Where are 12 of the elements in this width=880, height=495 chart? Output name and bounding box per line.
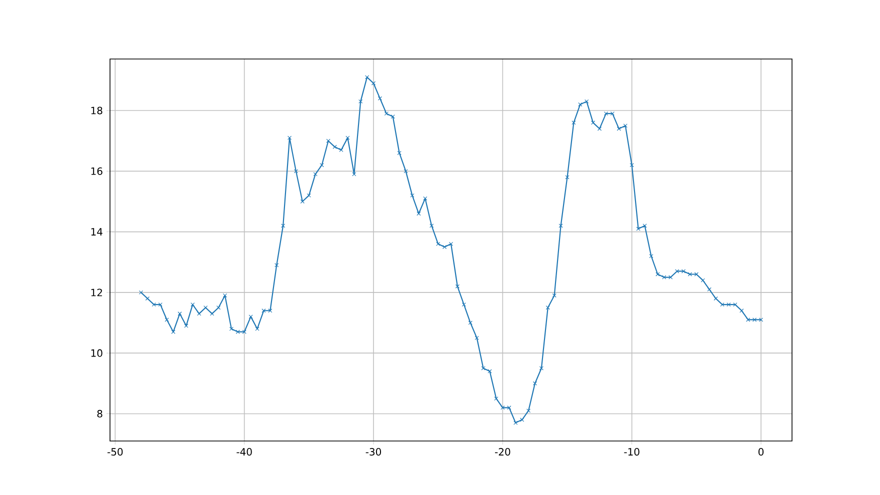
y-tick-label: 16 <box>91 167 102 175</box>
y-tick-label: 14 <box>91 228 102 236</box>
x-tick-label: -40 <box>236 448 252 456</box>
x-tick-label: -30 <box>366 448 382 456</box>
y-tick-label: 10 <box>91 349 102 357</box>
x-tick-label: -50 <box>107 448 123 456</box>
y-tick-label: 8 <box>97 410 102 418</box>
y-tick-label: 12 <box>91 288 102 296</box>
x-tick-label: -20 <box>494 448 510 456</box>
x-tick-label: 0 <box>758 448 764 456</box>
y-tick-label: 18 <box>91 106 102 114</box>
x-tick-label: -10 <box>624 448 640 456</box>
